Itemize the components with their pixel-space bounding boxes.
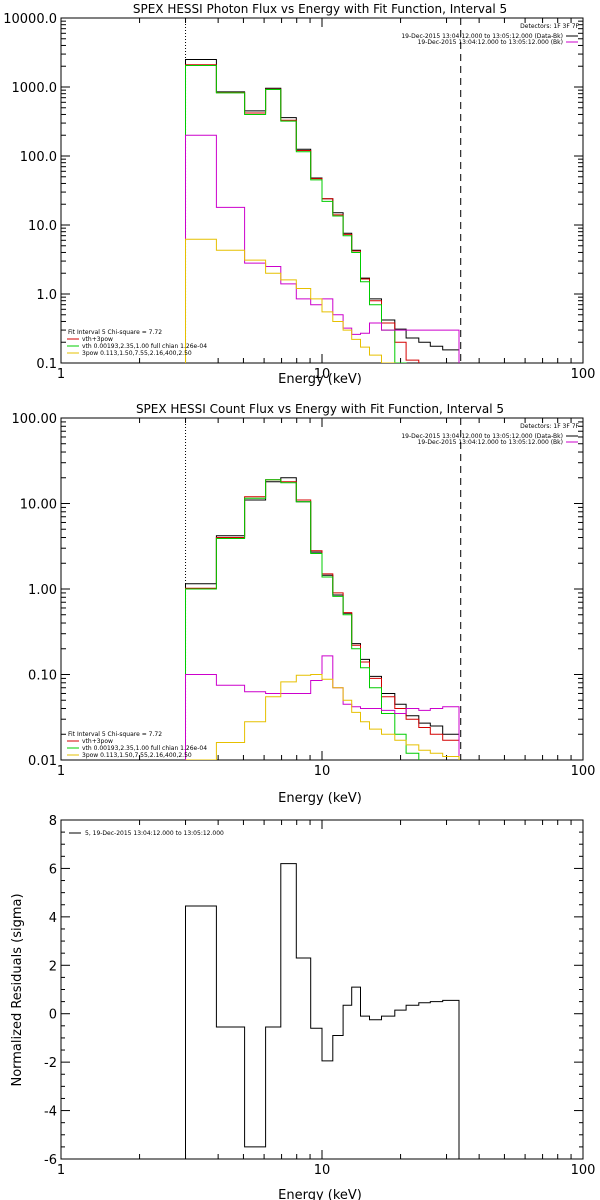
y-tick-label: 100.00	[12, 412, 58, 427]
y-tick-label: 10000.0	[3, 12, 57, 27]
legend-title: Detectors: 1F 3F 7F	[520, 423, 579, 430]
legend-entry-label: vth 0.00193,2.35,1.00 full chian 1.26e-0…	[82, 745, 207, 752]
series-line-vth-3pow	[185, 479, 460, 760]
x-tick-label: 100	[571, 367, 596, 382]
legend-title: Fit Interval 5 Chi-square = 7.72	[68, 731, 162, 738]
y-tick-label: 0	[49, 1008, 57, 1023]
residuals-panel: Energy (keV) Normalized Residuals (sigma…	[10, 814, 595, 1200]
legend-title: Fit Interval 5 Chi-square = 7.72	[68, 329, 162, 336]
series-line-5	[185, 863, 460, 1159]
series-line-3pow	[185, 674, 460, 760]
series-line-data-bk	[185, 477, 460, 760]
x-axis-label: Energy (keV)	[278, 372, 362, 387]
legend-entry-label: 3pow 0.113,1.50,7.55,2.16,400,2.50	[82, 350, 192, 357]
series-line-vth	[185, 65, 460, 363]
series-line-vth	[185, 479, 460, 760]
y-tick-label: 8	[49, 814, 57, 829]
x-tick-label: 1	[57, 764, 65, 779]
x-tick-label: 1	[57, 1163, 65, 1178]
y-tick-label: 100.0	[20, 150, 57, 165]
series-line-bk	[185, 655, 460, 760]
y-tick-label: -6	[44, 1153, 57, 1168]
series-line-3pow	[185, 238, 460, 363]
y-tick-label: 0.01	[28, 754, 57, 769]
legend-entry-label: 19-Dec-2015 13:04:12.000 to 13:05:12.000…	[401, 433, 563, 440]
y-tick-label: -4	[44, 1105, 57, 1120]
x-tick-label: 10	[314, 1163, 331, 1178]
y-tick-label: 1.00	[28, 583, 57, 598]
y-tick-label: 6	[49, 862, 57, 877]
series-line-bk	[185, 134, 460, 363]
legend-title: Detectors: 1F 3F 7F	[520, 23, 579, 30]
x-tick-label: 100	[571, 1163, 596, 1178]
y-tick-label: 0.10	[28, 669, 57, 684]
photon-flux-panel: SPEX HESSI Photon Flux vs Energy with Fi…	[3, 2, 596, 387]
legend-entry-label: vth+3pow	[82, 738, 113, 745]
legend-entry-label: 5, 19-Dec-2015 13:04:12.000 to 13:05:12.…	[85, 830, 224, 837]
x-tick-label: 10	[314, 367, 331, 382]
chart-title: SPEX HESSI Photon Flux vs Energy with Fi…	[133, 2, 507, 16]
x-axis-label: Energy (keV)	[278, 1188, 362, 1200]
x-tick-label: 1	[57, 367, 65, 382]
plot-frame	[60, 819, 584, 1160]
y-tick-label: 2	[49, 959, 57, 974]
y-tick-label: 1000.0	[12, 81, 58, 96]
legend-entry-label: vth 0.00193,2.35,1.00 full chian 1.26e-0…	[82, 343, 207, 350]
legend-entry-label: 19-Dec-2015 13:04:12.000 to 13:05:12.000…	[418, 439, 563, 446]
y-tick-label: 1.0	[36, 288, 57, 303]
y-tick-label: 10.0	[28, 219, 57, 234]
y-tick-label: 0.1	[36, 357, 57, 372]
y-tick-label: 10.00	[20, 498, 57, 513]
x-tick-label: 100	[571, 764, 596, 779]
count-flux-panel: SPEX HESSI Count Flux vs Energy with Fit…	[12, 402, 596, 806]
legend-entry-label: 3pow 0.113,1.50,7.55,2.16,400,2.50	[82, 752, 192, 759]
series-line-data-bk	[185, 59, 460, 363]
x-axis-label: Energy (keV)	[278, 791, 362, 806]
legend-entry-label: vth+3pow	[82, 336, 113, 343]
legend-entry-label: 19-Dec-2015 13:04:12.000 to 13:05:12.000…	[418, 39, 563, 46]
y-tick-label: -2	[44, 1056, 57, 1071]
series-line-vth-3pow	[185, 64, 460, 363]
chart-title: SPEX HESSI Count Flux vs Energy with Fit…	[136, 402, 504, 416]
x-tick-label: 10	[314, 764, 331, 779]
legend-entry-label: 19-Dec-2015 13:04:12.000 to 13:05:12.000…	[401, 33, 563, 40]
y-axis-label: Normalized Residuals (sigma)	[10, 893, 25, 1086]
y-tick-label: 4	[49, 911, 57, 926]
plot-frame	[60, 417, 584, 761]
